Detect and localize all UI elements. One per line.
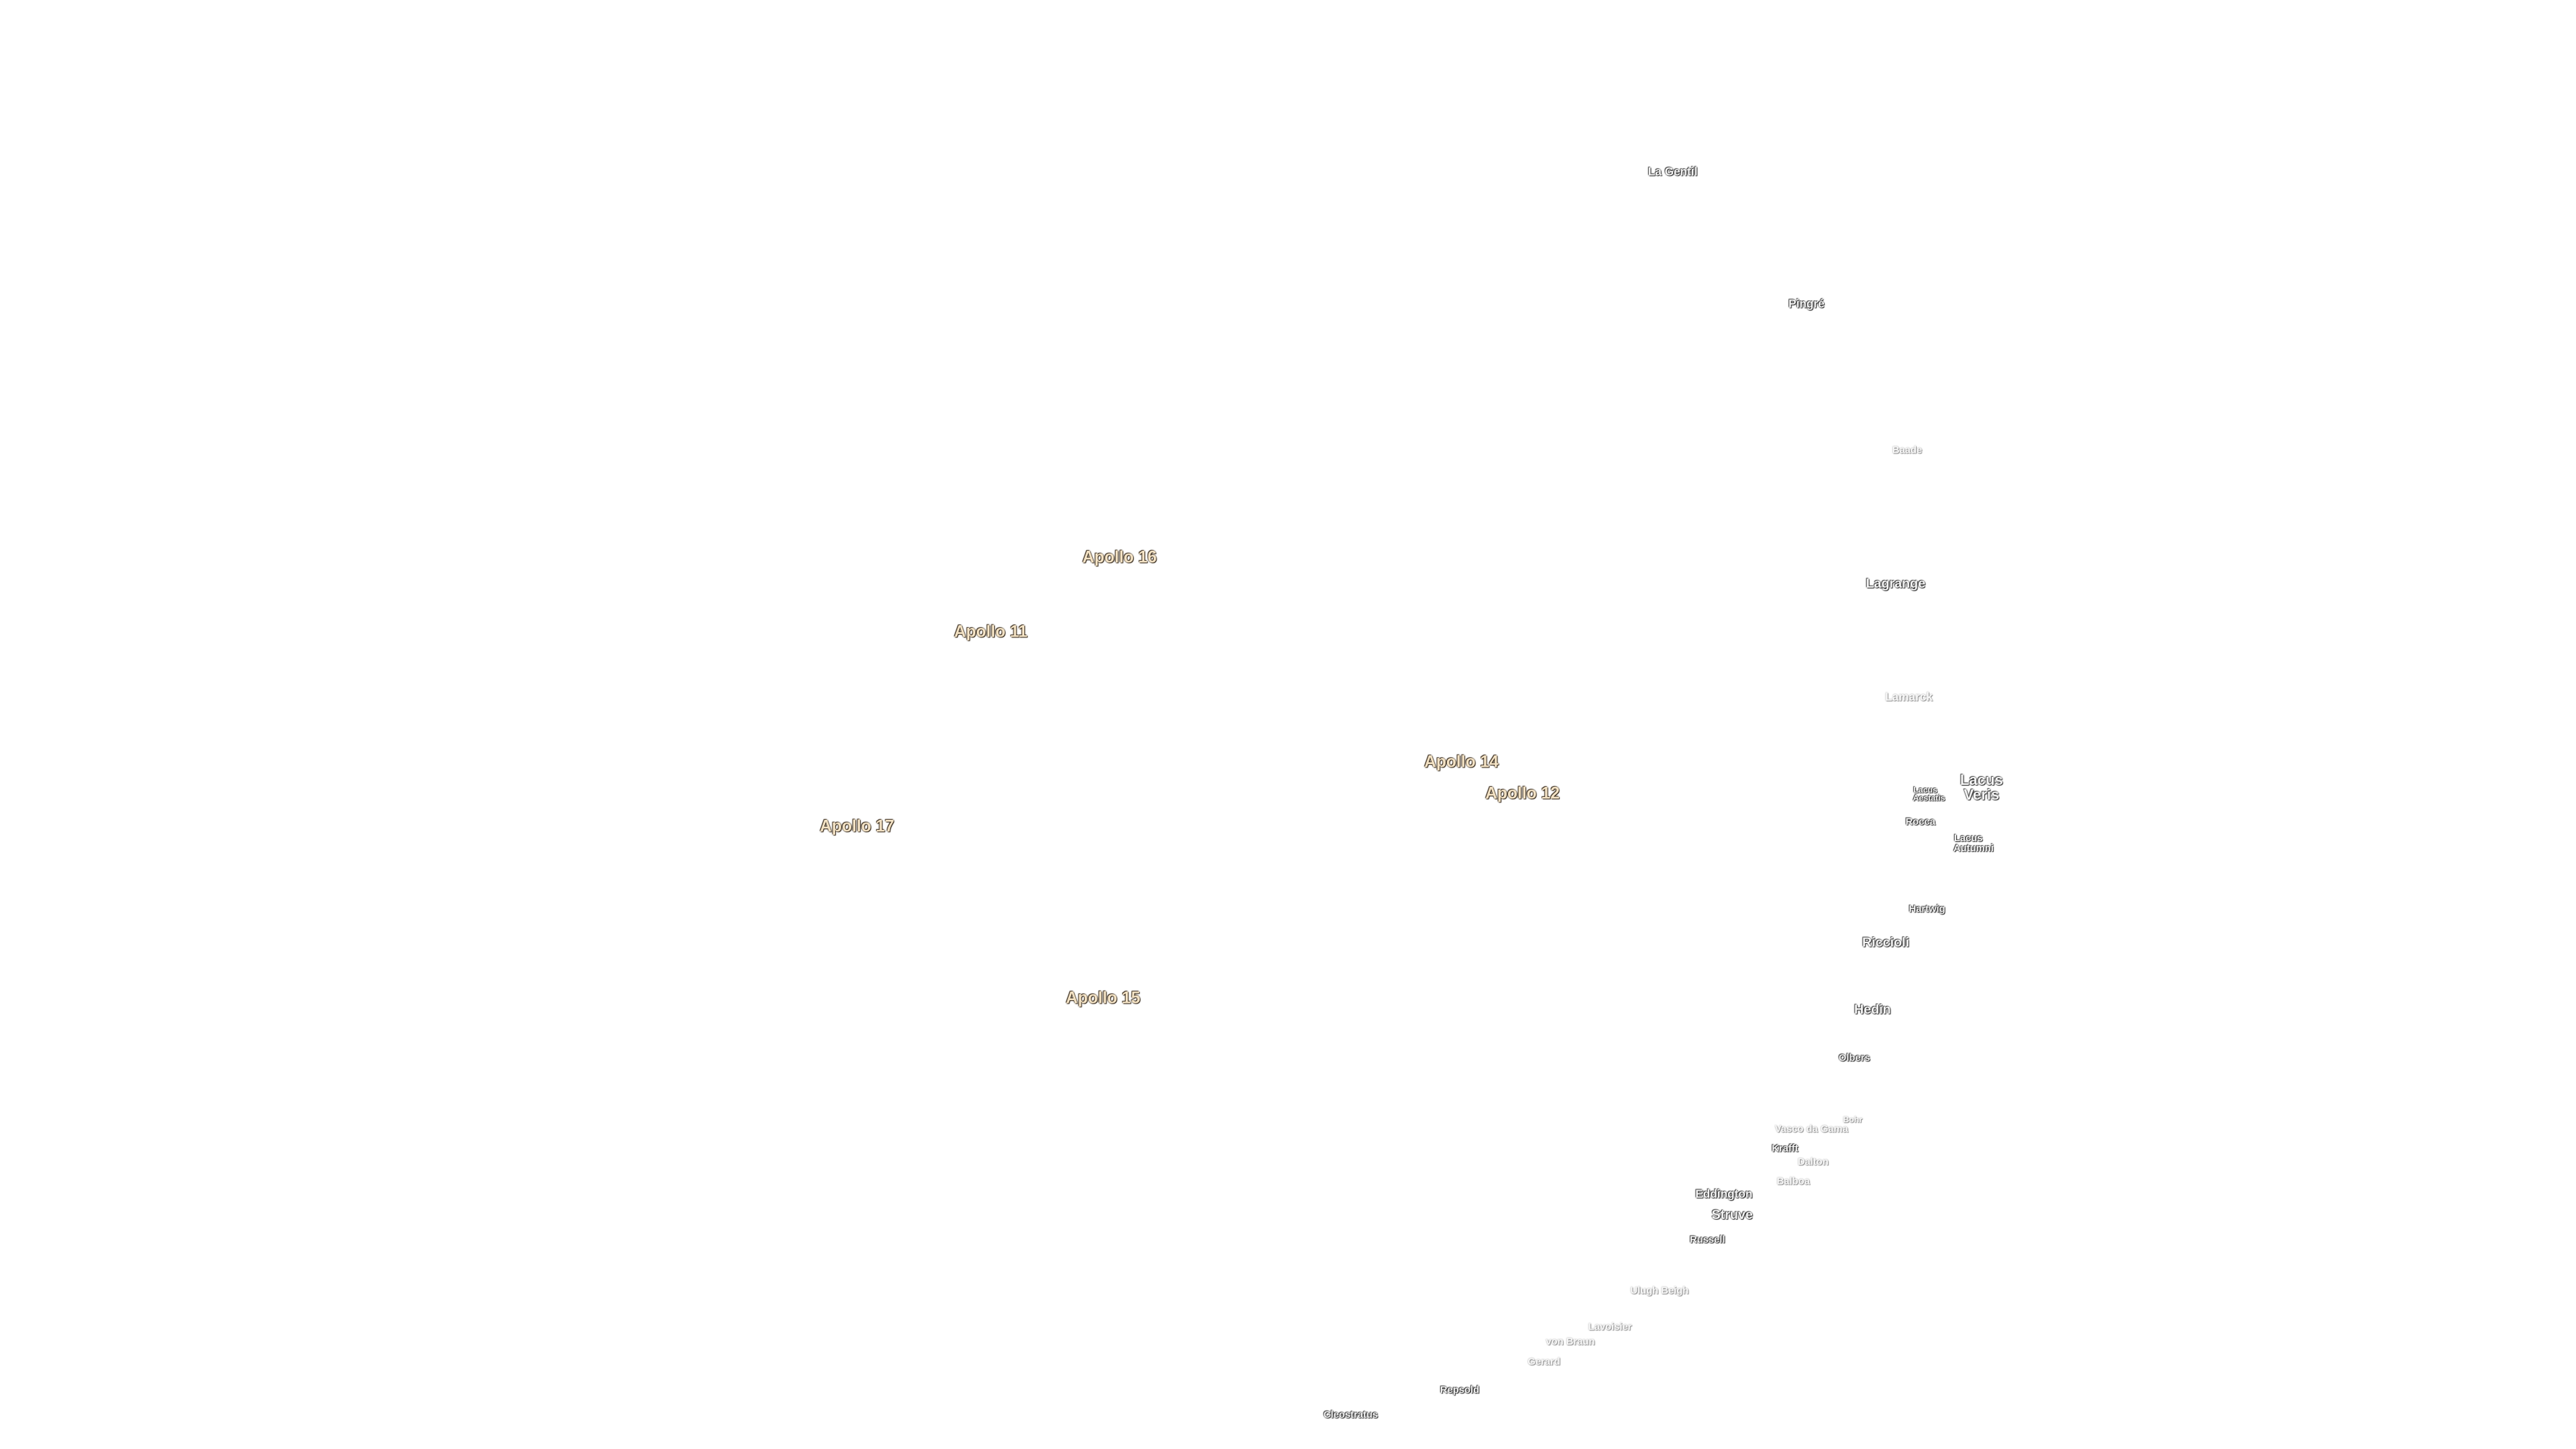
map-label: Lagrange (1866, 576, 1926, 592)
map-label: Balboa (1776, 1177, 1810, 1188)
map-label: Olbers (1838, 1053, 1870, 1064)
map-label: Apollo 15 (1065, 989, 1140, 1008)
map-label: Repsold (1440, 1385, 1480, 1396)
map-label: von Braun (1546, 1336, 1595, 1348)
map-label: La Gentil (1648, 164, 1698, 178)
map-label: Apollo 16 (1082, 548, 1157, 567)
map-label: Russell (1689, 1234, 1725, 1246)
map-label: Dalton (1797, 1157, 1829, 1168)
map-label: Vasco da Gama (1774, 1124, 1848, 1135)
map-label: Baade (1892, 445, 1923, 456)
map-label: Pingré (1788, 297, 1825, 311)
map-label: Rocca (1905, 816, 1935, 828)
map-label: Cleostratus (1323, 1409, 1379, 1421)
map-label: Struve (1711, 1207, 1753, 1222)
map-label: Bohr (1843, 1114, 1863, 1124)
map-label: Gerard (1527, 1356, 1560, 1368)
map-label: Lacus Autumni (1953, 833, 1994, 854)
map-label: Hartwig (1909, 904, 1945, 915)
map-label: Riccioli (1862, 934, 1910, 950)
map-label: Apollo 14 (1424, 753, 1499, 771)
map-label: Lavoisier (1588, 1322, 1632, 1333)
map-label: Hedin (1854, 1002, 1891, 1018)
map-label: Ulugh Beigh (1630, 1285, 1689, 1297)
map-label: Eddington (1695, 1187, 1753, 1201)
map-label: Krafft (1772, 1143, 1799, 1155)
map-label: Lamarck (1885, 690, 1933, 704)
map-label: Lacus Veris (1960, 771, 2003, 804)
map-label: Lacus Aestatis (1913, 785, 1945, 803)
map-label: Apollo 17 (820, 817, 894, 836)
map-label: Apollo 11 (954, 623, 1028, 641)
map-label: Apollo 12 (1485, 784, 1560, 803)
